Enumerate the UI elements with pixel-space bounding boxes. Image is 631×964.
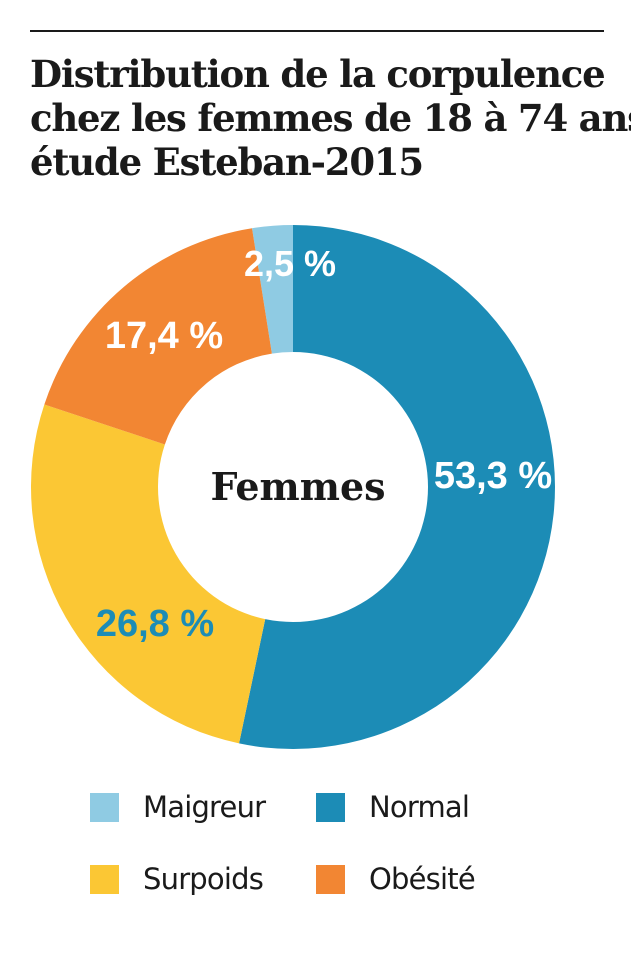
- top-rule: [30, 30, 604, 32]
- slice-label-obesite: 17,4 %: [105, 315, 223, 357]
- chart-title: Distribution de la corpulence chez les f…: [30, 52, 631, 184]
- slice-labels: 2,5 % 53,3 % 26,8 % 17,4 %: [96, 243, 552, 645]
- center-label: Femmes: [210, 464, 385, 509]
- donut-slices: [31, 225, 556, 750]
- title-line-1: Distribution de la corpulence: [30, 52, 606, 96]
- slice-normal: [239, 225, 556, 750]
- title-line-3: étude Esteban-2015: [30, 140, 424, 184]
- slice-obesite: [44, 228, 272, 445]
- slice-label-normal: 53,3 %: [434, 455, 552, 497]
- slice-surpoids: [31, 404, 266, 744]
- slice-label-surpoids: 26,8 %: [96, 603, 214, 645]
- slice-maigreur: [252, 225, 293, 354]
- title-line-2: chez les femmes de 18 à 74 ans,: [30, 96, 631, 140]
- slice-label-maigreur: 2,5 %: [244, 243, 336, 284]
